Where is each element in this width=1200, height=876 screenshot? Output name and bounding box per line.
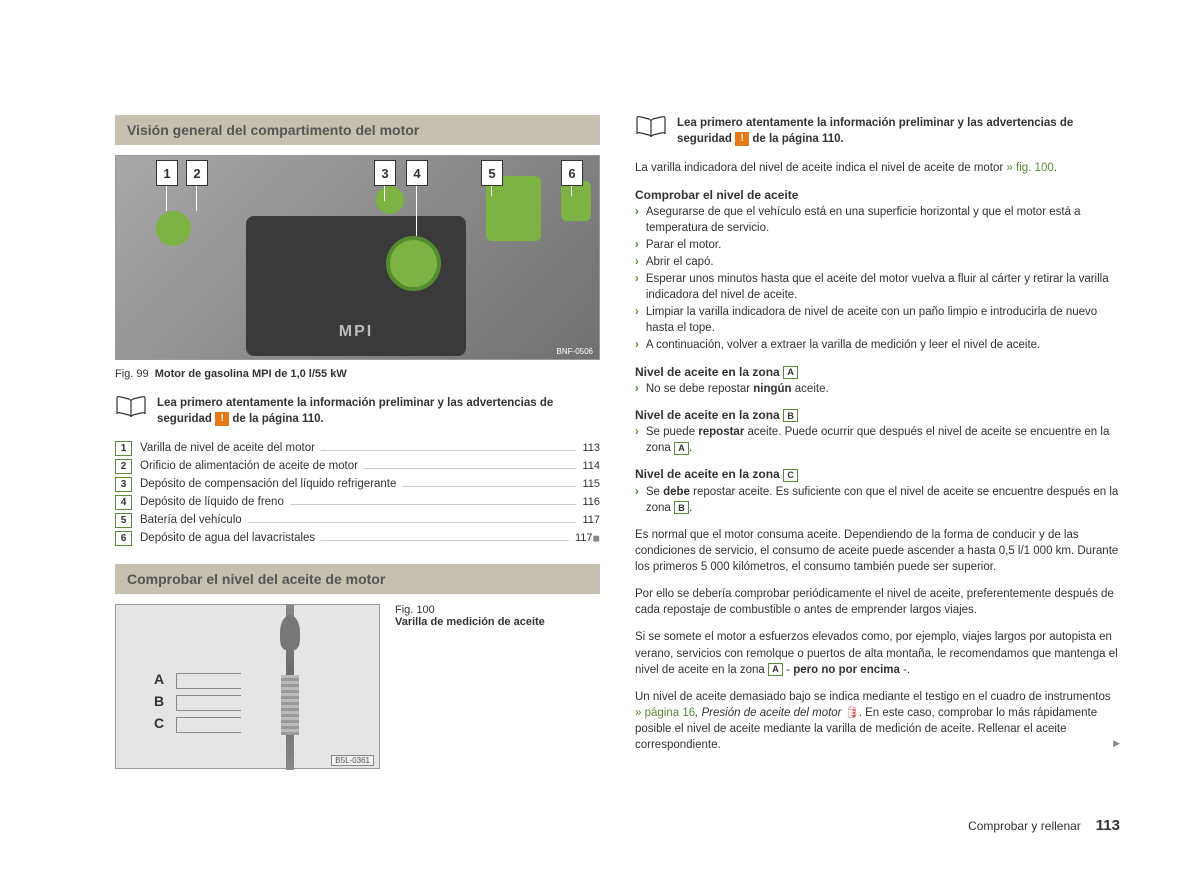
engine-label-5: 5 — [481, 160, 503, 186]
engine-compartment-image: MPI 1 2 3 4 5 6 BNF-0506 — [115, 155, 600, 360]
fig-100-link[interactable]: » fig. 100 — [1006, 162, 1053, 174]
dipstick-zone-b: B — [154, 693, 164, 709]
component-row: 1Varilla de nivel de aceite del motor113 — [115, 441, 600, 456]
engine-label-1: 1 — [156, 160, 178, 186]
warning-badge-icon: ! — [215, 412, 229, 426]
high-load-para: Si se somete el motor a esfuerzos elevad… — [635, 629, 1120, 677]
image-code: BNF-0506 — [557, 347, 593, 356]
section-header-check-oil: Comprobar el nivel del aceite de motor — [115, 564, 600, 594]
component-row: 3Depósito de compensación del líquido re… — [115, 477, 600, 492]
dipstick-zone-c: C — [154, 715, 164, 731]
engine-label-3: 3 — [374, 160, 396, 186]
engine-label-4: 4 — [406, 160, 428, 186]
component-row: 4Depósito de líquido de freno116 — [115, 495, 600, 510]
zone-a-heading: Nivel de aceite en la zona A — [635, 365, 1120, 379]
check-oil-list: ›Asegurarse de que el vehículo está en u… — [635, 204, 1120, 354]
component-row: 5Batería del vehículo117 — [115, 513, 600, 528]
zone-c-heading: Nivel de aceite en la zona C — [635, 467, 1120, 481]
warning-badge-icon: ! — [735, 132, 749, 146]
safety-warning-2: Lea primero atentamente la información p… — [635, 115, 1120, 147]
engine-label-6: 6 — [561, 160, 583, 186]
consumption-para: Es normal que el motor consuma aceite. D… — [635, 527, 1120, 575]
check-oil-heading: Comprobar el nivel de aceite — [635, 188, 1120, 202]
intro-text: La varilla indicadora del nivel de aceit… — [635, 161, 1120, 177]
component-list: 1Varilla de nivel de aceite del motor113… — [115, 441, 600, 546]
book-icon — [635, 115, 667, 139]
safety-warning-1: Lea primero atentamente la información p… — [115, 395, 600, 427]
periodic-check-para: Por ello se debería comprobar periódicam… — [635, 586, 1120, 618]
low-oil-para: Un nivel de aceite demasiado bajo se ind… — [635, 689, 1120, 754]
dipstick-image: A B C B5L-0361 — [115, 604, 380, 769]
section-header-overview: Visión general del compartimento del mot… — [115, 115, 600, 145]
engine-cover: MPI — [246, 216, 466, 356]
page-16-link[interactable]: » página 16 — [635, 707, 695, 719]
component-row: 6Depósito de agua del lavacristales117◼ — [115, 531, 600, 546]
page-footer: Comprobar y rellenar113 — [968, 817, 1120, 834]
book-icon — [115, 395, 147, 419]
zone-b-heading: Nivel de aceite en la zona B — [635, 408, 1120, 422]
fig-99-caption: Fig. 99 Motor de gasolina MPI de 1,0 l/5… — [115, 368, 600, 380]
component-row: 2Orificio de alimentación de aceite de m… — [115, 459, 600, 474]
image-code: B5L-0361 — [331, 755, 374, 766]
fig-100-caption: Fig. 100 Varilla de medición de aceite — [395, 604, 545, 769]
dipstick-zone-a: A — [154, 671, 164, 687]
oil-pressure-icon: 🛢 — [845, 707, 859, 719]
engine-label-2: 2 — [186, 160, 208, 186]
